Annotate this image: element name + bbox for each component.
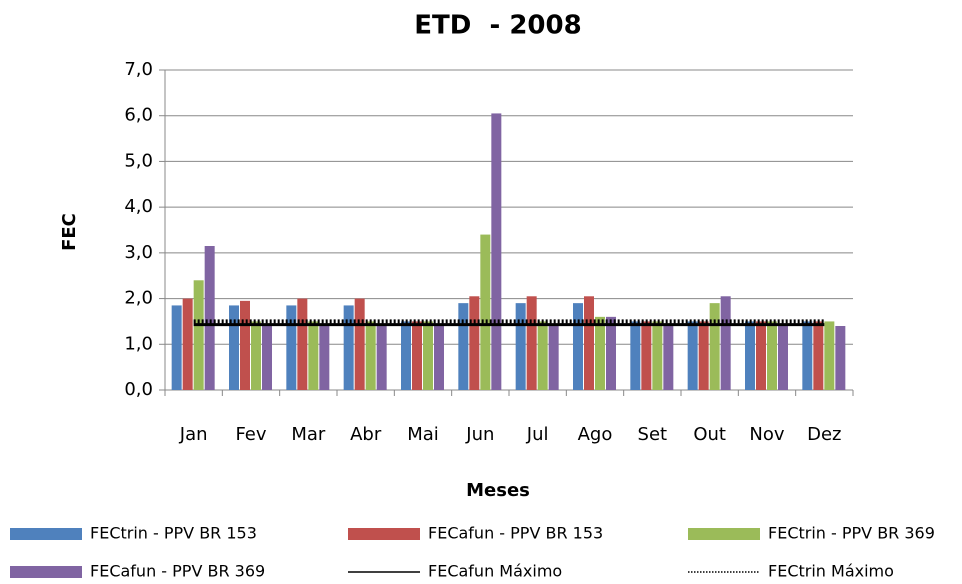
legend-label: FECafun - PPV BR 153	[428, 524, 603, 543]
x-tick-label: Abr	[350, 424, 382, 445]
bar	[720, 296, 731, 390]
bar	[641, 321, 652, 390]
bar	[595, 316, 605, 390]
y-tick-label: 5,0	[124, 150, 153, 171]
bar	[308, 321, 319, 390]
bar	[297, 298, 308, 390]
y-tick-label: 1,0	[124, 333, 153, 354]
bar	[319, 323, 330, 390]
x-tick-label: Mar	[291, 424, 326, 445]
legend-swatch	[10, 566, 82, 578]
bar	[480, 234, 491, 390]
x-tick-label: Nov	[749, 424, 784, 445]
bar	[756, 321, 766, 390]
bar	[778, 323, 788, 390]
y-tick-label: 3,0	[124, 242, 153, 263]
bar	[491, 113, 502, 390]
legend-label: FECtrin - PPV BR 369	[768, 524, 935, 543]
bar	[835, 326, 846, 390]
legend-swatch	[688, 528, 760, 540]
bar	[343, 305, 354, 390]
bar	[286, 305, 297, 390]
bar	[171, 305, 182, 390]
legend-swatch	[348, 528, 420, 540]
x-tick-label: Ago	[578, 424, 613, 445]
bar	[537, 321, 548, 390]
legend-label: FECafun - PPV BR 369	[90, 562, 265, 581]
legend-label: FECtrin - PPV BR 153	[90, 524, 257, 543]
x-tick-label: Jul	[526, 424, 549, 445]
bar	[469, 296, 480, 390]
y-axis-label: FEC	[59, 213, 80, 251]
legend-swatch	[10, 528, 82, 540]
bar	[229, 305, 239, 390]
y-tick-label: 2,0	[124, 288, 153, 309]
x-axis-label: Meses	[466, 480, 530, 501]
bar	[652, 321, 663, 390]
legend-label: FECafun Máximo	[428, 562, 562, 581]
bar	[698, 321, 709, 390]
bar	[606, 316, 616, 390]
y-tick-label: 6,0	[124, 105, 153, 126]
bar	[573, 303, 583, 390]
bar	[813, 321, 824, 390]
legend-label: FECtrin Máximo	[768, 562, 894, 581]
y-tick-label: 7,0	[124, 59, 153, 80]
bar	[548, 323, 559, 390]
bar	[401, 321, 411, 390]
bar	[412, 321, 422, 390]
bar	[423, 321, 433, 390]
y-tick-label: 4,0	[124, 196, 153, 217]
bar	[240, 300, 250, 390]
bar	[663, 323, 674, 390]
x-tick-label: Dez	[807, 424, 841, 445]
bar	[584, 296, 594, 390]
x-tick-label: Jun	[465, 424, 494, 445]
bar	[767, 321, 777, 390]
bar	[802, 321, 813, 390]
x-tick-label: Fev	[235, 424, 266, 445]
chart-title: ETD - 2008	[414, 11, 581, 41]
bar	[204, 246, 215, 390]
bar	[193, 280, 204, 390]
bar	[262, 323, 272, 390]
bar	[365, 321, 376, 390]
bar	[354, 298, 365, 390]
y-tick-label: 0,0	[124, 379, 153, 400]
bar	[434, 323, 444, 390]
bar	[709, 303, 720, 390]
bar	[824, 321, 835, 390]
bar	[182, 298, 193, 390]
x-tick-label: Jan	[179, 424, 208, 445]
bar	[251, 321, 261, 390]
bar	[687, 321, 698, 390]
x-tick-label: Out	[693, 424, 726, 445]
x-tick-label: Set	[638, 424, 668, 445]
bar	[515, 303, 526, 390]
bar	[745, 321, 755, 390]
x-tick-label: Mai	[407, 424, 439, 445]
bar	[376, 323, 387, 390]
bar	[526, 296, 537, 390]
bar	[630, 321, 641, 390]
bar	[458, 303, 469, 390]
